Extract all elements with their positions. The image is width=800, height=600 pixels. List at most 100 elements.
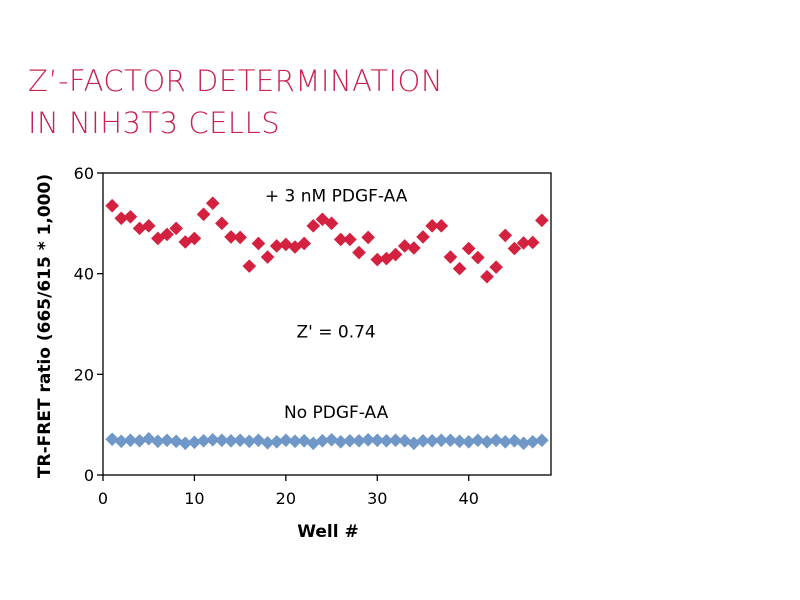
point-treated-19	[269, 239, 284, 253]
point-untreated-36	[425, 433, 439, 448]
point-treated-17	[251, 236, 266, 251]
point-untreated-15	[233, 433, 247, 448]
point-untreated-39	[452, 434, 467, 449]
point-untreated-9	[178, 436, 193, 451]
point-untreated-35	[416, 433, 430, 448]
point-untreated-32	[388, 433, 403, 448]
point-treated-27	[343, 232, 357, 247]
point-untreated-31	[379, 433, 394, 448]
annotation-1: Z' = 0.74	[297, 323, 376, 343]
point-treated-30	[370, 252, 385, 267]
point-treated-18	[260, 250, 275, 264]
point-untreated-24	[315, 433, 330, 448]
point-treated-32	[388, 247, 403, 262]
point-untreated-44	[498, 434, 513, 449]
point-untreated-29	[361, 432, 375, 447]
point-untreated-40	[461, 434, 476, 449]
axis-ticks	[97, 172, 470, 481]
point-untreated-30	[370, 433, 385, 448]
point-treated-46	[516, 236, 531, 250]
point-treated-35	[416, 230, 430, 244]
point-treated-8	[169, 221, 183, 236]
point-untreated-21	[288, 434, 302, 449]
point-untreated-25	[324, 432, 339, 447]
point-treated-13	[215, 216, 229, 231]
point-untreated-20	[279, 433, 293, 448]
x-tick-label-1: 10	[184, 489, 204, 508]
point-untreated-13	[215, 433, 229, 448]
x-tick-labels: 0 10 20 30 40	[98, 489, 479, 508]
point-treated-1	[105, 198, 119, 213]
point-treated-36	[425, 219, 439, 233]
point-treated-24	[315, 212, 330, 227]
y-tick-label-2: 40	[74, 265, 94, 284]
point-treated-31	[379, 251, 394, 266]
point-untreated-14	[224, 433, 238, 448]
point-untreated-38	[443, 433, 458, 448]
point-treated-22	[297, 236, 311, 251]
x-axis-title: Well #	[297, 522, 359, 542]
point-treated-29	[361, 230, 375, 245]
plot-frame-box	[102, 172, 552, 476]
point-treated-48	[535, 213, 549, 228]
point-untreated-5	[141, 431, 156, 446]
point-treated-41	[471, 250, 485, 265]
point-treated-23	[306, 219, 321, 233]
point-untreated-6	[151, 434, 165, 449]
chart-title-line-2: IN NIH3T3 CELLS	[28, 106, 281, 140]
point-untreated-22	[297, 433, 311, 448]
y-axis-title: TR-FRET ratio (665/615 * 1,000)	[35, 174, 55, 478]
y-tick-label-1: 20	[74, 365, 94, 384]
y-tick-labels: 0 20 40 60	[74, 164, 94, 485]
point-untreated-19	[269, 434, 284, 449]
annotation-0: + 3 nM PDGF-AA	[265, 187, 408, 207]
point-untreated-18	[260, 435, 275, 450]
point-untreated-10	[187, 435, 202, 450]
point-treated-38	[443, 250, 458, 264]
annotations: + 3 nM PDGF-AA Z' = 0.74 No PDGF-AA	[265, 187, 408, 423]
point-treated-20	[279, 237, 293, 252]
x-tick-label-4: 40	[459, 489, 479, 508]
point-treated-42	[480, 269, 494, 284]
point-treated-26	[333, 232, 348, 247]
point-untreated-17	[251, 433, 266, 448]
annotation-2: No PDGF-AA	[284, 403, 389, 423]
point-untreated-28	[352, 433, 366, 448]
point-untreated-41	[471, 433, 485, 448]
point-treated-14	[224, 230, 238, 244]
point-treated-2	[114, 211, 129, 226]
point-treated-34	[407, 241, 421, 255]
point-treated-47	[525, 235, 540, 250]
point-untreated-48	[535, 433, 549, 448]
chart-title-line-1: Z’-FACTOR DETERMINATION	[28, 64, 444, 98]
point-untreated-42	[480, 434, 494, 449]
point-untreated-2	[114, 434, 129, 449]
x-tick-label-0: 0	[98, 489, 108, 508]
point-treated-21	[288, 240, 302, 254]
point-untreated-47	[525, 434, 540, 449]
plot-frame	[102, 172, 552, 476]
point-untreated-7	[160, 433, 174, 448]
point-untreated-1	[105, 432, 119, 447]
point-treated-33	[397, 239, 412, 253]
point-untreated-11	[196, 433, 211, 448]
point-treated-15	[233, 230, 247, 245]
x-tick-label-2: 20	[276, 489, 296, 508]
point-treated-11	[196, 207, 211, 222]
point-untreated-23	[306, 436, 321, 451]
point-untreated-43	[489, 433, 503, 448]
point-treated-37	[434, 219, 449, 233]
point-treated-45	[507, 241, 522, 256]
point-untreated-12	[205, 432, 220, 447]
point-treated-25	[324, 216, 339, 231]
point-untreated-3	[123, 433, 138, 448]
point-treated-40	[461, 241, 476, 256]
series-treated	[105, 196, 549, 284]
point-untreated-4	[132, 433, 147, 448]
point-treated-7	[160, 227, 174, 242]
point-treated-39	[452, 261, 467, 276]
point-treated-5	[141, 219, 156, 233]
point-treated-43	[489, 260, 503, 274]
point-treated-16	[242, 259, 257, 273]
